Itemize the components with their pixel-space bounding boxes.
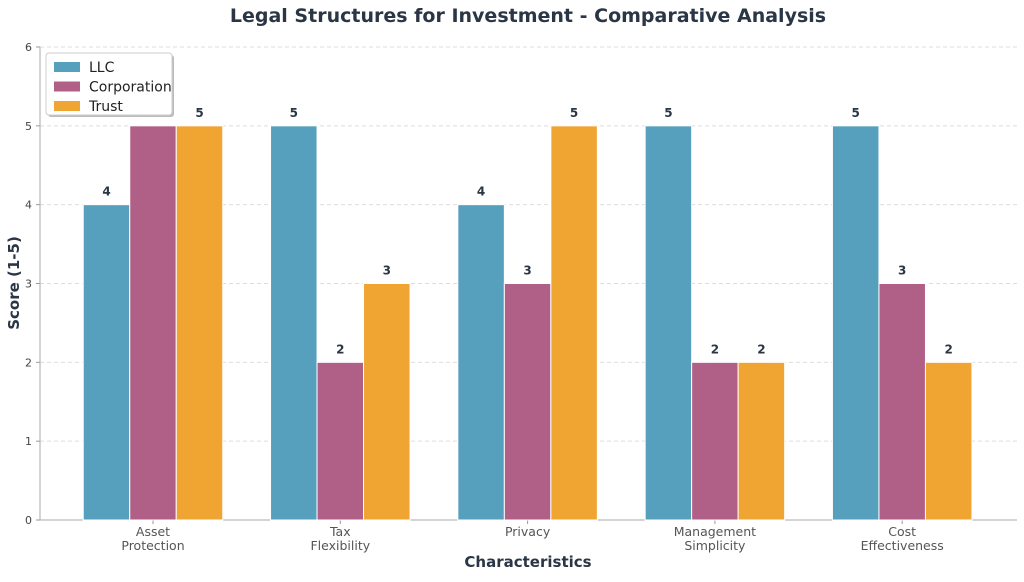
y-tick-label: 0 bbox=[25, 514, 32, 527]
bar-trust bbox=[737, 361, 786, 521]
bar-value-label: 4 bbox=[102, 185, 110, 199]
bar-value-label: 4 bbox=[477, 185, 485, 199]
y-tick-label: 3 bbox=[25, 278, 32, 291]
category-label: Management Simplicity bbox=[674, 524, 756, 553]
legend-swatch bbox=[54, 62, 80, 72]
bar-value-label: 3 bbox=[898, 264, 906, 278]
bar-value-label: 2 bbox=[945, 342, 953, 356]
bar-value-label: 5 bbox=[570, 106, 578, 120]
category-label: Cost Effectiveness bbox=[861, 524, 944, 553]
bar-corporation bbox=[691, 361, 739, 521]
legend-label: Trust bbox=[88, 99, 123, 115]
bar-value-label: 2 bbox=[336, 342, 344, 356]
legend-label: LLC bbox=[89, 60, 115, 76]
category-label: Privacy bbox=[505, 524, 551, 539]
y-tick-label: 5 bbox=[25, 120, 32, 133]
bar-llc bbox=[457, 204, 505, 521]
bar-trust bbox=[363, 283, 411, 521]
y-tick-label: 2 bbox=[25, 356, 32, 369]
bar-value-label: 2 bbox=[757, 342, 765, 356]
bar-corporation bbox=[878, 283, 926, 521]
y-tick-label: 4 bbox=[25, 199, 32, 212]
category-label: Tax Flexibility bbox=[310, 524, 370, 553]
bar-llc bbox=[831, 125, 880, 521]
y-tick-label: 1 bbox=[25, 435, 32, 448]
bar-trust bbox=[924, 361, 973, 521]
bar-llc bbox=[82, 204, 131, 521]
category-labels: Asset Protection Tax Flexibility Privacy Mana… bbox=[121, 524, 943, 553]
bar-value-label: 5 bbox=[195, 106, 203, 120]
x-axis-label: Characteristics bbox=[464, 553, 591, 571]
bars bbox=[82, 125, 973, 521]
bar-value-label: 2 bbox=[711, 342, 719, 356]
bar-value-label: 3 bbox=[523, 264, 531, 278]
legend-swatch bbox=[54, 101, 80, 111]
bar-trust bbox=[550, 125, 598, 521]
bar-value-label: 3 bbox=[383, 264, 391, 278]
bar-trust bbox=[175, 125, 224, 521]
bar-llc bbox=[644, 125, 693, 521]
bar-corporation bbox=[316, 361, 365, 521]
bar-value-label: 5 bbox=[664, 106, 672, 120]
category-label: Asset Protection bbox=[121, 524, 184, 553]
legend: LLC Corporation Trust bbox=[45, 52, 174, 117]
bar-value-labels: 455523435522532 bbox=[102, 106, 953, 357]
bar-llc bbox=[270, 125, 318, 521]
legend-label: Corporation bbox=[89, 80, 172, 96]
chart-title: Legal Structures for Investment - Compar… bbox=[230, 5, 826, 27]
y-tick-label: 6 bbox=[25, 41, 32, 54]
bar-value-label: 5 bbox=[290, 106, 298, 120]
bar-corporation bbox=[503, 283, 552, 521]
y-axis-label: Score (1-5) bbox=[5, 236, 23, 330]
bar-value-label: 5 bbox=[852, 106, 860, 120]
bar-corporation bbox=[129, 125, 177, 521]
legend-swatch bbox=[54, 81, 80, 92]
